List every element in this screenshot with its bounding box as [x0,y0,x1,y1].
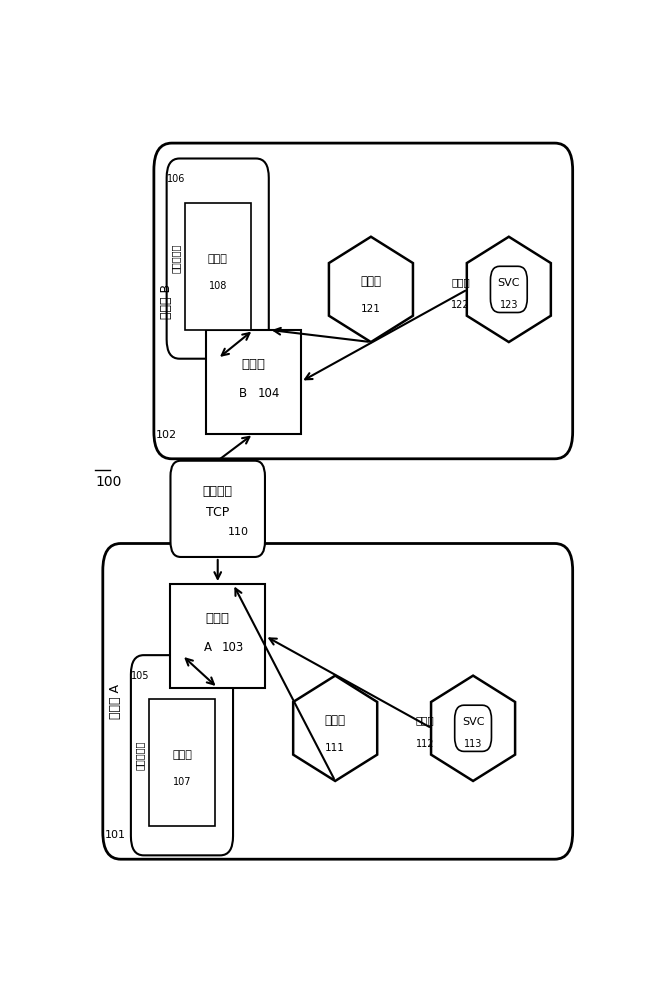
Text: 以太网上: 以太网上 [203,485,233,498]
Text: B: B [239,387,247,400]
Text: 112: 112 [416,739,434,749]
Text: 事务域 B: 事务域 B [160,283,173,319]
FancyBboxPatch shape [167,158,269,359]
FancyBboxPatch shape [154,143,573,459]
Text: 101: 101 [105,830,126,840]
Text: 110: 110 [227,527,248,537]
Polygon shape [431,676,515,781]
Text: SVC: SVC [498,278,520,288]
Polygon shape [329,237,413,342]
Text: A: A [204,641,212,654]
Text: 121: 121 [361,304,381,314]
Text: 123: 123 [500,300,518,310]
Text: 122: 122 [451,300,470,310]
FancyBboxPatch shape [455,705,492,751]
Text: TCP: TCP [206,506,229,519]
FancyBboxPatch shape [149,699,215,826]
Text: 域网关: 域网关 [241,358,266,371]
Text: SVC: SVC [462,717,484,727]
Text: 104: 104 [258,387,280,400]
Text: 共享存储器: 共享存储器 [135,741,145,770]
FancyBboxPatch shape [171,461,265,557]
Polygon shape [293,676,377,781]
Text: 103: 103 [222,641,244,654]
Text: 106: 106 [167,174,185,184]
FancyBboxPatch shape [103,544,573,859]
Text: 102: 102 [156,430,177,440]
Polygon shape [467,237,551,342]
Text: 服务表: 服务表 [172,750,192,760]
Text: 服务表: 服务表 [208,254,227,264]
Text: 108: 108 [208,281,227,291]
FancyBboxPatch shape [490,266,527,312]
FancyBboxPatch shape [206,330,301,434]
Text: 105: 105 [131,671,150,681]
Text: 服务器: 服务器 [416,716,434,726]
Text: 111: 111 [326,743,345,753]
Text: 107: 107 [173,777,191,787]
Text: 113: 113 [464,739,482,749]
Text: 共享存储器: 共享存储器 [171,244,181,273]
FancyBboxPatch shape [185,203,251,330]
FancyBboxPatch shape [171,584,265,688]
Text: 客户机: 客户机 [360,275,382,288]
Text: 客户机: 客户机 [325,714,346,727]
FancyBboxPatch shape [131,655,233,855]
Text: 服务器: 服务器 [451,277,470,287]
Text: 事务域 A: 事务域 A [109,684,122,719]
Text: 100: 100 [95,475,121,489]
Text: 域网关: 域网关 [206,612,230,625]
